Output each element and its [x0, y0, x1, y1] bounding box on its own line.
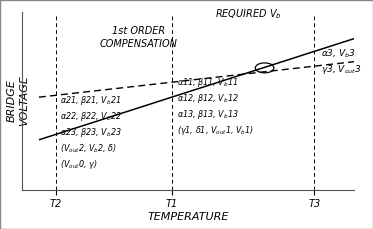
Text: α3, V$_b$3
γ3, V$_{out}$3: α3, V$_b$3 γ3, V$_{out}$3	[321, 47, 362, 76]
X-axis label: TEMPERATURE: TEMPERATURE	[148, 212, 229, 222]
Text: REQUIRED V$_b$: REQUIRED V$_b$	[214, 7, 282, 21]
Y-axis label: BRIDGE
VOLTAGE: BRIDGE VOLTAGE	[7, 75, 29, 126]
Text: α21, β21, V$_b$21
α22, β22, V$_b$22
α23, β23, V$_b$23
(V$_{out}$2, V$_b$2, δ)
(V: α21, β21, V$_b$21 α22, β22, V$_b$22 α23,…	[60, 94, 122, 171]
Text: α11, β11, V$_b$11
α12, β12, V$_b$12
α13, β13, V$_b$13
(γ1, δ1, V$_{out}$1, V$_b$: α11, β11, V$_b$11 α12, β12, V$_b$12 α13,…	[177, 76, 254, 137]
Text: 1st ORDER
COMPENSATION: 1st ORDER COMPENSATION	[100, 26, 178, 49]
